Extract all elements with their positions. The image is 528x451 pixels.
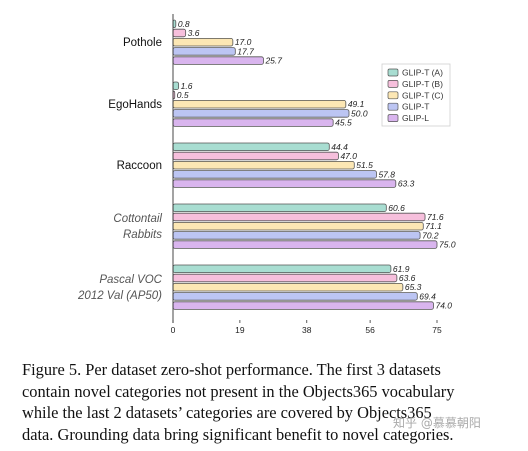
bar-value-label: 71.6 [427, 212, 444, 222]
bar-value-label: 25.7 [264, 56, 282, 66]
bar [172, 100, 347, 109]
legend-entry: GLIP-T (C) [402, 90, 444, 100]
bar-value-label: 75.0 [439, 240, 456, 250]
bar [172, 264, 392, 273]
legend-swatch [387, 102, 399, 111]
bar [172, 118, 334, 127]
bar [172, 203, 387, 212]
bar-value-label: 65.3 [405, 282, 422, 292]
legend-swatch [387, 80, 399, 88]
category-label: 2012 Val (AP50) [77, 290, 162, 302]
bar-value-label: 17.7 [237, 46, 254, 56]
bar [172, 221, 424, 231]
x-axis: 0 19 38 56 75 [171, 14, 442, 335]
category-label: Rabbits [123, 229, 162, 241]
category-label: Raccoon [117, 160, 162, 172]
bar [172, 292, 418, 301]
bar-chart: 0.83.6 17.017.7 25.7 1.60.5 49.150.045.5 44.4… [77, 14, 456, 335]
bar [172, 212, 426, 222]
figure-caption: Figure 5. Per dataset zero-shot performa… [22, 359, 514, 445]
bar [172, 231, 421, 240]
bar [172, 38, 234, 47]
caption-line: Figure 5. Per dataset zero-shot performa… [22, 360, 441, 379]
bar [172, 47, 236, 56]
bar-value-label: 51.5 [356, 160, 373, 170]
caption-line: data. Grounding data bring significant b… [22, 424, 454, 444]
bar [172, 179, 397, 188]
bar [172, 240, 438, 249]
bar [172, 151, 339, 161]
bar-value-label: 70.2 [422, 230, 439, 240]
bar-value-label: 63.3 [398, 179, 415, 189]
x-tick-label: 19 [235, 325, 245, 335]
bar-value-label: 63.6 [399, 273, 416, 283]
x-tick-label: 56 [365, 325, 375, 335]
bar-value-label: 0.8 [178, 19, 190, 29]
bar [172, 81, 180, 90]
legend-swatch [387, 68, 399, 77]
bar-value-label: 44.4 [331, 142, 348, 152]
x-tick-label: 38 [302, 325, 312, 335]
category-label: Pothole [123, 37, 162, 49]
caption-line: while the last 2 datasets’ categories ar… [22, 403, 432, 423]
bar-value-label: 45.5 [335, 118, 352, 128]
bar [172, 273, 398, 283]
bar [172, 28, 187, 38]
bar [172, 301, 434, 310]
bar-value-label: 61.9 [393, 264, 410, 274]
bar-value-label: 17.0 [235, 37, 252, 47]
bar-value-label: 74.0 [435, 301, 452, 311]
bar-value-label: 3.6 [188, 28, 200, 38]
value-labels-layer: 0.83.6 17.017.7 25.7 1.60.5 49.150.045.5 44.4… [177, 19, 456, 311]
category-label: Cottontail [113, 213, 162, 225]
legend-entry: GLIP-T [402, 102, 429, 112]
bar-value-label: 57.8 [378, 169, 395, 179]
bar [172, 56, 264, 65]
bar-value-label: 60.6 [388, 203, 405, 213]
bar-value-label: 49.1 [348, 99, 365, 109]
category-labels-layer: Pothole EgoHands Raccoon Cottontail Rabbits P… [77, 37, 163, 302]
watermark: 知乎 @慕慕朝阳 [393, 416, 481, 430]
legend-swatch [387, 114, 399, 122]
bar-value-label: 69.4 [419, 291, 436, 301]
x-tick-label: 75 [432, 325, 442, 335]
legend-entry: GLIP-L [402, 113, 429, 123]
bar [172, 160, 355, 170]
bar [172, 170, 377, 179]
bar-value-label: 50.0 [351, 108, 368, 118]
bar-value-label: 1.6 [181, 81, 193, 91]
bar [172, 109, 350, 118]
legend-entry: GLIP-T (A) [402, 68, 443, 78]
category-label: EgoHands [108, 99, 162, 111]
category-label: Pascal VOC [99, 274, 162, 286]
legend-swatch [387, 91, 399, 100]
caption-line: contain novel categories not present in … [22, 381, 455, 401]
bar-value-label: 71.1 [425, 221, 442, 231]
bar [172, 142, 330, 151]
x-tick-label: 0 [171, 325, 176, 335]
bar-value-label: 0.5 [177, 90, 189, 100]
legend: GLIP-T (A)GLIP-T (B)GLIP-T (C) GLIP-TGLIP… [381, 63, 451, 127]
legend-entry: GLIP-T (B) [402, 79, 443, 89]
bar-value-label: 47.0 [340, 151, 357, 161]
bar [172, 282, 404, 292]
